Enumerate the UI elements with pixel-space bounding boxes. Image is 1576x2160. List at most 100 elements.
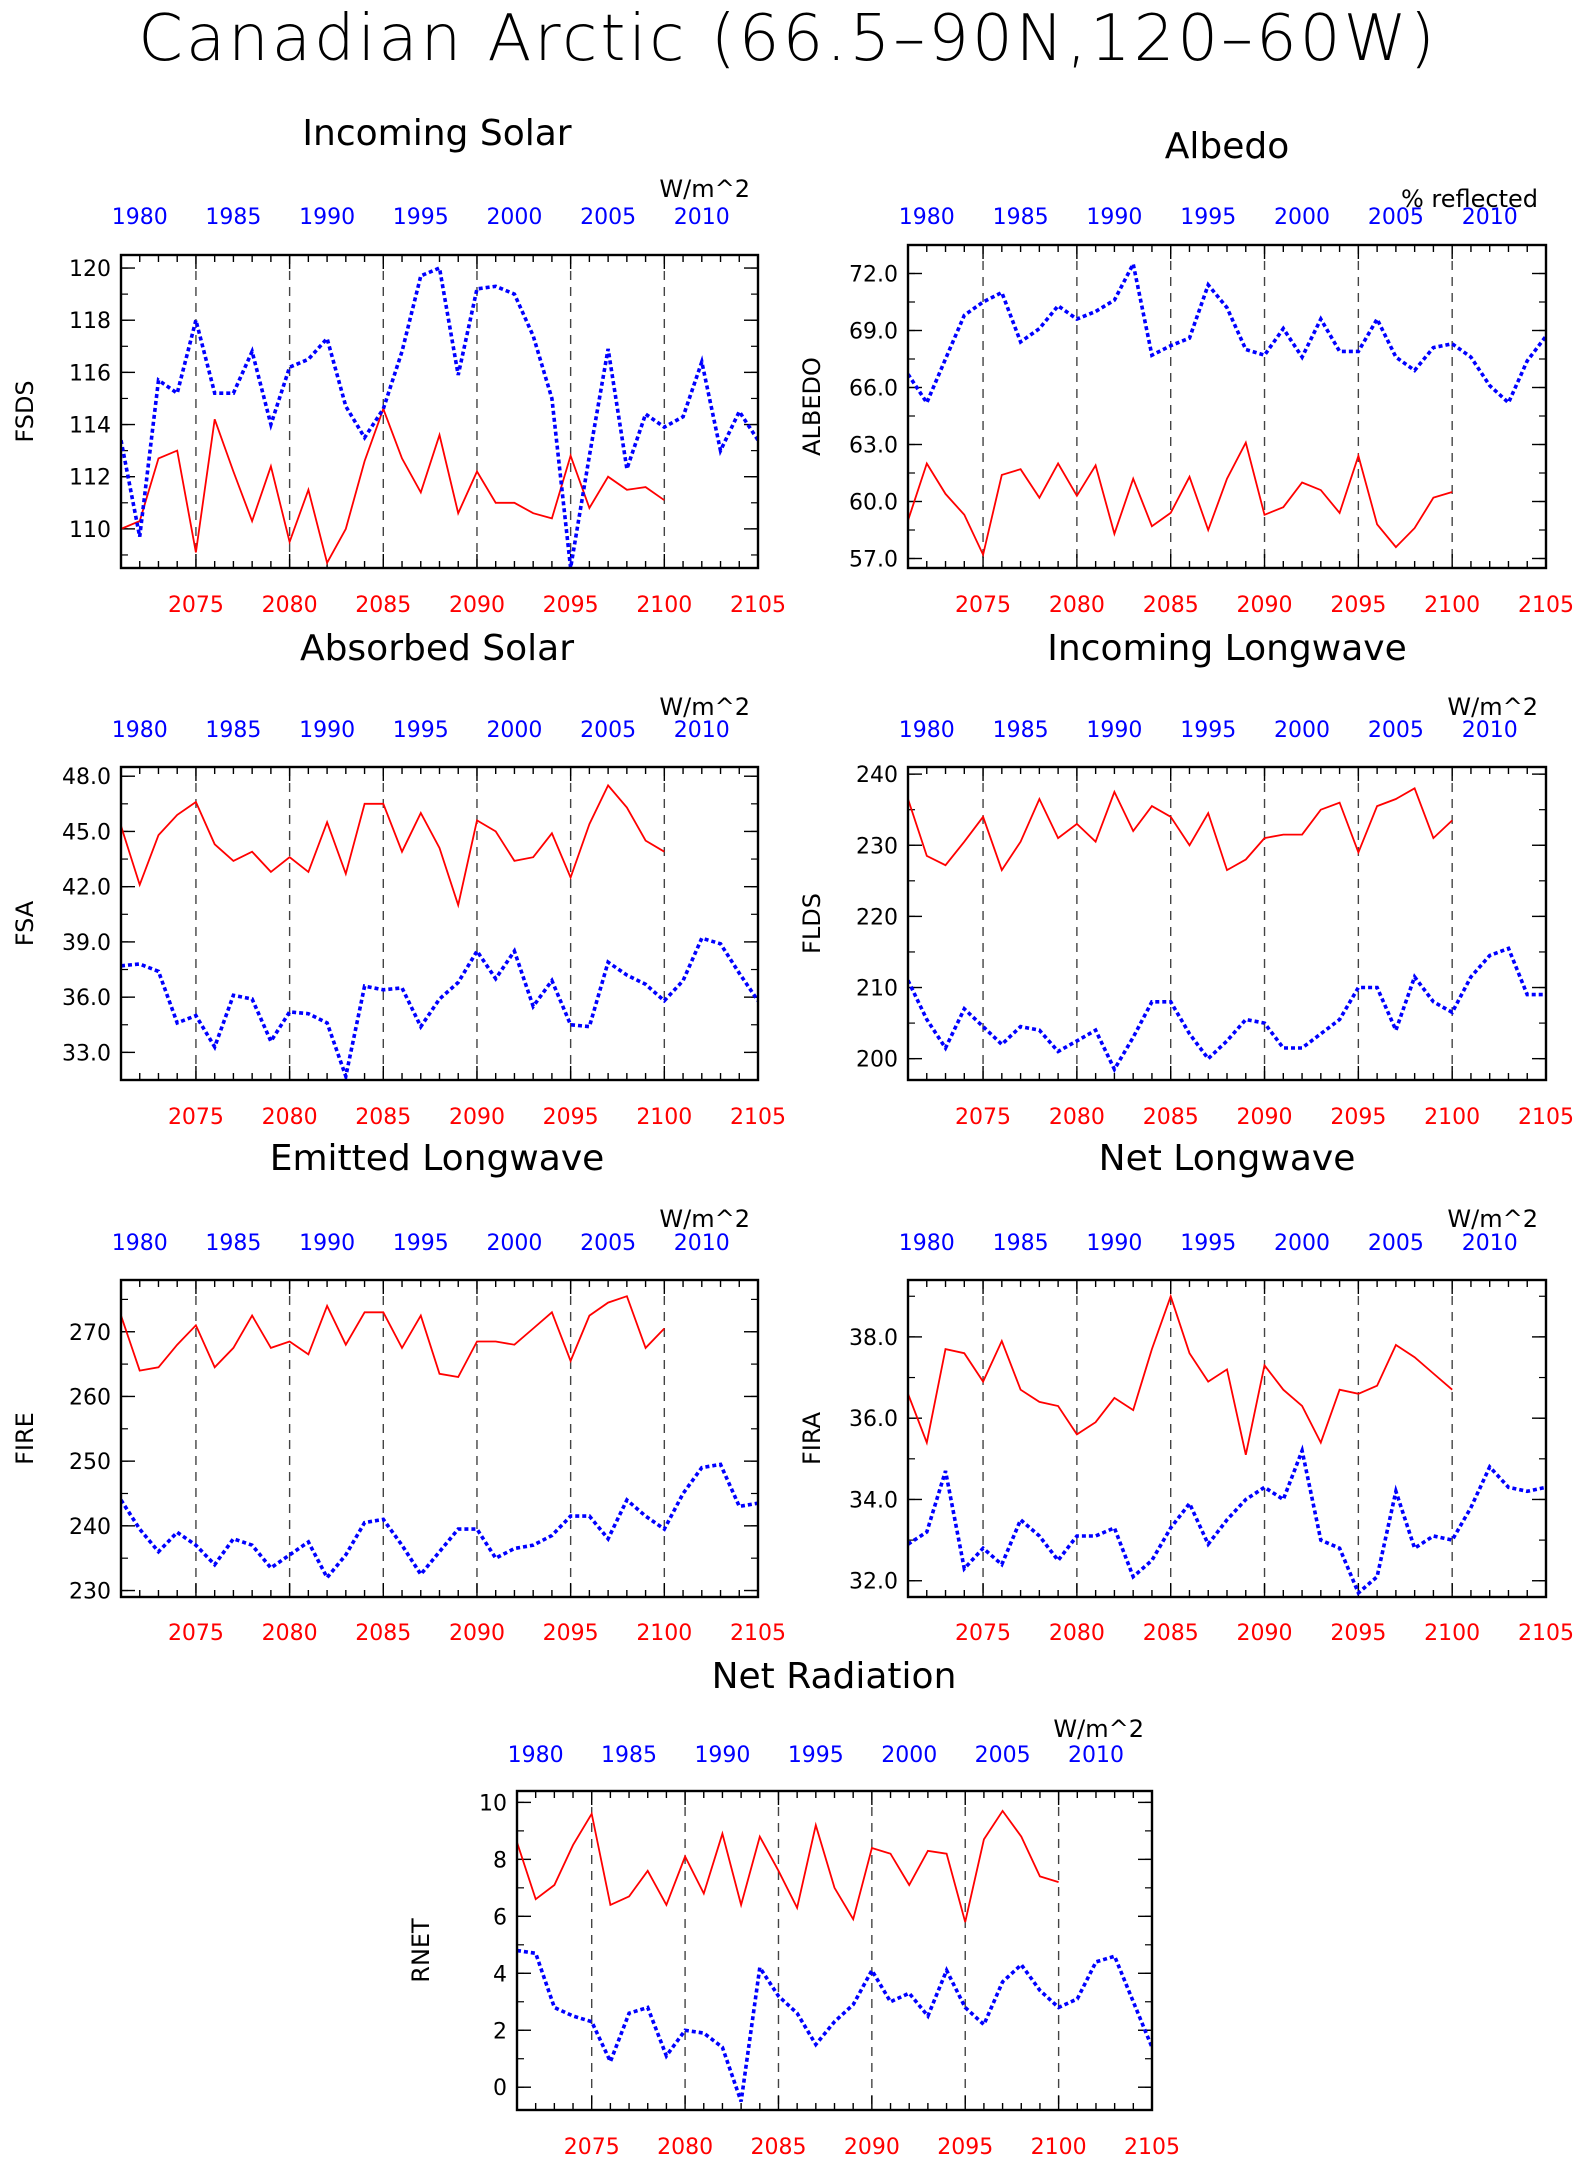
x-top-tick-label: 2010 (1462, 1231, 1518, 1256)
x-bottom-tick-label: 2100 (636, 1621, 692, 1646)
x-top-tick-label: 2005 (1368, 1231, 1424, 1256)
x-top-tick-label: 1980 (112, 205, 168, 230)
x-top-tick-label: 2010 (1068, 1743, 1124, 1768)
y-axis-label: FIRA (798, 1411, 826, 1465)
y-tick-label: 2 (493, 2019, 507, 2044)
y-axis-label: RNET (407, 1918, 435, 1983)
units-label: % reflected (1401, 185, 1538, 213)
x-bottom-tick-label: 2075 (168, 1621, 224, 1646)
panel-title: Albedo (1165, 126, 1290, 167)
x-bottom-tick-label: 2085 (1143, 593, 1199, 618)
panel-title: Net Radiation (712, 1656, 957, 1697)
y-tick-label: 116 (69, 361, 111, 386)
x-bottom-tick-label: 2100 (1424, 1621, 1480, 1646)
series-line-blue (121, 936, 758, 1080)
x-bottom-tick-label: 2080 (1049, 1105, 1105, 1130)
x-top-tick-label: 1995 (1180, 1231, 1236, 1256)
panel-title: Absorbed Solar (300, 628, 574, 669)
plot-frame (119, 253, 760, 570)
x-top-tick-label: 1990 (694, 1743, 750, 1768)
x-top-tick-label: 2000 (881, 1743, 937, 1768)
x-bottom-tick-label: 2105 (730, 593, 786, 618)
x-bottom-tick-label: 2075 (955, 1105, 1011, 1130)
x-top-tick-label: 2005 (580, 1231, 636, 1256)
x-bottom-tick-label: 2080 (262, 593, 318, 618)
y-axis-label: FIRE (11, 1412, 39, 1465)
panel-incoming-solar: Incoming Solar W/m^2 110 112 114 116 118 120 FSD… (11, 113, 786, 618)
x-bottom-tick-label: 2105 (1518, 1621, 1574, 1646)
y-axis-label: FLDS (798, 893, 826, 954)
y-tick-label: 38.0 (849, 1326, 898, 1351)
x-top-tick-label: 2005 (1368, 205, 1424, 230)
x-bottom-tick-label: 2085 (750, 2135, 806, 2160)
y-tick-label: 210 (856, 977, 898, 1002)
x-bottom-tick-label: 2100 (1424, 1105, 1480, 1130)
x-bottom-tick-label: 2090 (1237, 1105, 1293, 1130)
plot-frame (119, 765, 760, 1082)
series-line-blue (908, 946, 1546, 1074)
x-bottom-tick-label: 2080 (262, 1621, 318, 1646)
x-top-tick-label: 2005 (580, 205, 636, 230)
y-tick-label: 120 (69, 257, 111, 282)
plot-frame (906, 1278, 1548, 1599)
x-bottom-tick-label: 2085 (355, 1621, 411, 1646)
panel-title: Incoming Longwave (1047, 628, 1407, 669)
x-bottom-tick-label: 2075 (168, 1105, 224, 1130)
x-top-tick-label: 1985 (993, 205, 1049, 230)
x-bottom-tick-label: 2085 (355, 1105, 411, 1130)
x-bottom-tick-label: 2100 (636, 1105, 692, 1130)
y-tick-label: 32.0 (849, 1570, 898, 1595)
x-top-tick-label: 2000 (1274, 718, 1330, 743)
y-tick-label: 10 (479, 1791, 507, 1816)
x-bottom-tick-label: 2080 (657, 2135, 713, 2160)
units-label: W/m^2 (1447, 1205, 1538, 1233)
x-bottom-tick-label: 2085 (355, 593, 411, 618)
series-line-red (908, 1293, 1453, 1455)
y-tick-label: 36.0 (849, 1407, 898, 1432)
y-tick-label: 114 (69, 414, 111, 439)
panel-title: Net Longwave (1099, 1138, 1356, 1179)
x-bottom-tick-label: 2095 (937, 2135, 993, 2160)
x-top-tick-label: 2000 (1274, 205, 1330, 230)
y-tick-label: 240 (856, 763, 898, 788)
x-top-tick-label: 1990 (1086, 718, 1142, 743)
panel-albedo: Albedo % reflected 57.0 60.0 63.0 66.0 69.0 72.… (798, 126, 1574, 618)
units-label: W/m^2 (1053, 1715, 1144, 1743)
x-bottom-tick-label: 2090 (1237, 593, 1293, 618)
x-bottom-tick-label: 2090 (844, 2135, 900, 2160)
x-bottom-tick-label: 2080 (1049, 1621, 1105, 1646)
y-tick-label: 72.0 (849, 263, 898, 288)
x-top-tick-label: 1990 (299, 718, 355, 743)
y-tick-label: 118 (69, 309, 111, 334)
plot-frame (906, 765, 1548, 1082)
series-line-red (908, 786, 1453, 873)
x-top-tick-label: 1980 (112, 718, 168, 743)
y-tick-label: 240 (69, 1515, 111, 1540)
x-top-tick-label: 1980 (508, 1743, 564, 1768)
series-line-red (517, 1809, 1059, 1923)
x-top-tick-label: 1990 (299, 1231, 355, 1256)
x-bottom-tick-label: 2095 (1330, 1105, 1386, 1130)
x-top-tick-label: 2005 (580, 718, 636, 743)
x-bottom-tick-label: 2095 (543, 1621, 599, 1646)
x-top-tick-label: 1985 (205, 205, 261, 230)
y-axis-label: ALBEDO (798, 357, 826, 456)
y-tick-label: 260 (69, 1385, 111, 1410)
x-bottom-tick-label: 2100 (636, 593, 692, 618)
panel-emitted-longwave: Emitted Longwave W/m^2 230 240 250 260 270 FIRE… (11, 1138, 786, 1646)
x-top-tick-label: 1980 (899, 205, 955, 230)
y-tick-label: 220 (856, 905, 898, 930)
x-bottom-tick-label: 2105 (1518, 593, 1574, 618)
x-top-tick-label: 1985 (205, 1231, 261, 1256)
y-tick-label: 0 (493, 2076, 507, 2101)
y-tick-label: 42.0 (62, 876, 111, 901)
x-top-tick-label: 2000 (486, 205, 542, 230)
x-bottom-tick-label: 2080 (262, 1105, 318, 1130)
x-bottom-tick-label: 2075 (955, 593, 1011, 618)
y-tick-label: 270 (69, 1321, 111, 1346)
series-line-red (908, 440, 1453, 558)
x-bottom-tick-label: 2090 (449, 1105, 505, 1130)
y-tick-label: 60.0 (849, 491, 898, 516)
x-bottom-tick-label: 2075 (168, 593, 224, 618)
